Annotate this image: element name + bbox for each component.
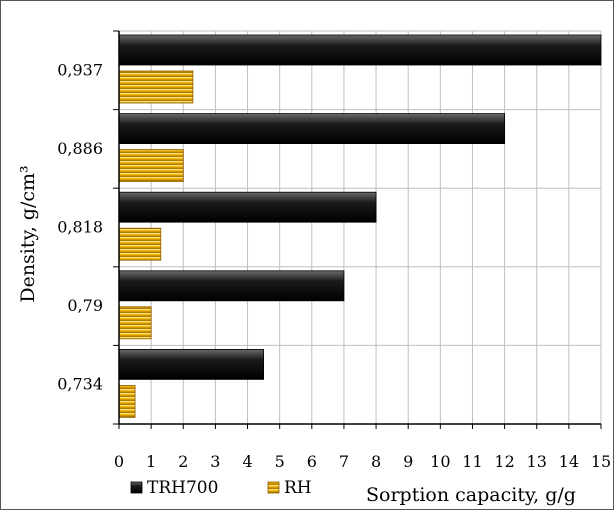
bar-trh700-0 xyxy=(118,34,602,66)
legend-swatch-rh xyxy=(267,481,280,494)
legend-label-trh700: TRH700 xyxy=(147,478,218,498)
gridlines xyxy=(119,30,602,425)
legend-swatch-trh700 xyxy=(130,481,143,494)
y-tick-label: 0,937 xyxy=(57,60,103,79)
bar-trh700-2 xyxy=(118,191,377,223)
x-tick-label: 3 xyxy=(210,452,220,471)
bar-trh700-3 xyxy=(118,270,345,302)
bar-rh-2 xyxy=(118,227,162,261)
x-axis-title: Sorption capacity, g/g xyxy=(366,484,576,506)
x-tick-label: 14 xyxy=(559,452,579,471)
x-tick-label: 4 xyxy=(242,452,252,471)
bar-rh-0 xyxy=(118,70,194,104)
x-tick-label: 5 xyxy=(275,452,285,471)
y-tick-label: 0,886 xyxy=(57,139,103,158)
x-tick-label: 9 xyxy=(403,452,413,471)
x-tick-label: 11 xyxy=(462,452,482,471)
bar-trh700-1 xyxy=(118,113,506,144)
y-tick-label: 0,818 xyxy=(57,218,103,237)
y-axis-title: Density, g/cm³ xyxy=(17,165,39,302)
x-tick-label: 8 xyxy=(371,452,381,471)
x-tick-label: 15 xyxy=(591,452,611,471)
bar-trh700-4 xyxy=(118,348,265,380)
x-tick-label: 6 xyxy=(307,452,317,471)
x-tick-label: 12 xyxy=(494,452,514,471)
bar-rh-3 xyxy=(118,306,152,340)
bars xyxy=(118,34,602,418)
x-tick-label: 7 xyxy=(339,452,349,471)
y-tick-label: 0,734 xyxy=(57,375,103,394)
x-tick-label: 0 xyxy=(114,452,124,471)
legend: TRH700 RH xyxy=(130,478,312,498)
x-tick-label: 13 xyxy=(527,452,547,471)
y-tick-label: 0,79 xyxy=(67,296,103,315)
bar-rh-4 xyxy=(118,384,136,418)
x-tick-label: 1 xyxy=(146,452,156,471)
bar-rh-1 xyxy=(118,149,184,183)
x-tick-label: 2 xyxy=(178,452,188,471)
legend-label-rh: RH xyxy=(284,478,312,498)
x-tick-label: 10 xyxy=(430,452,450,471)
axes xyxy=(113,30,602,429)
